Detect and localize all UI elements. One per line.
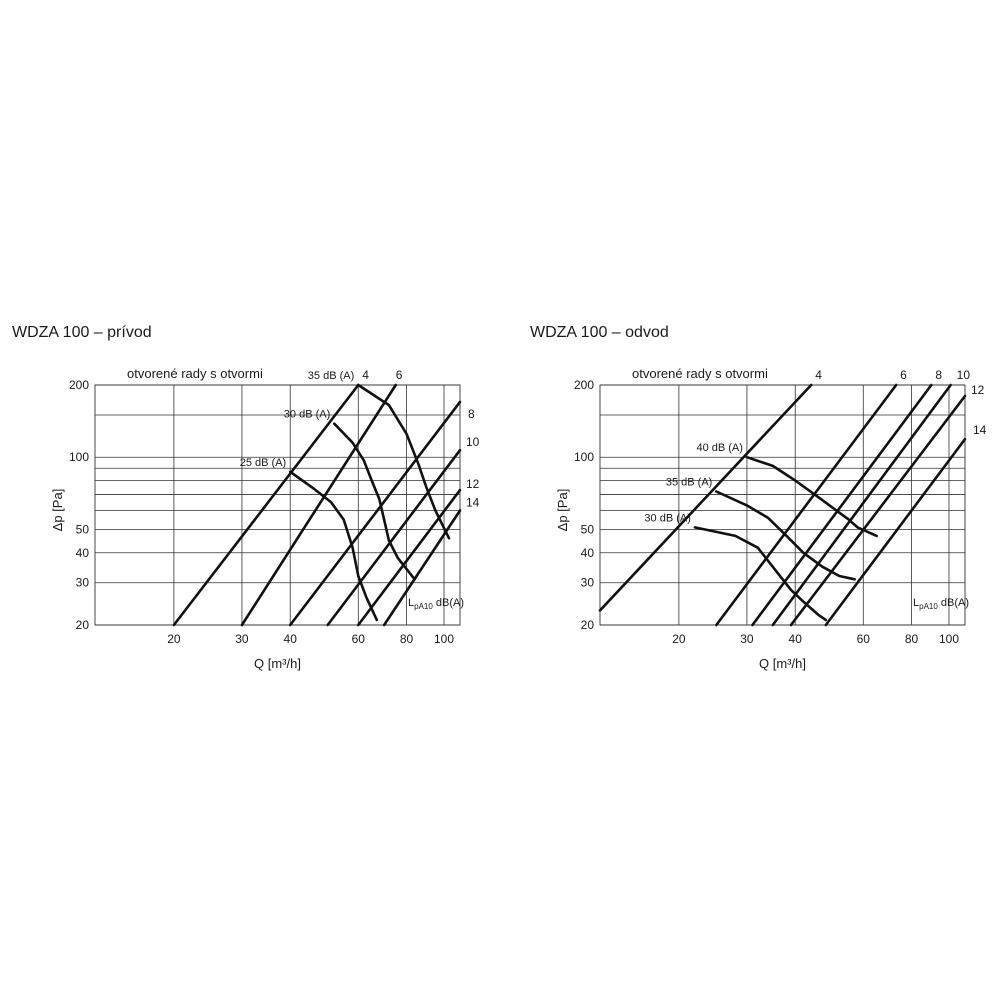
left-ytick-40: 40: [76, 546, 90, 560]
left-xtick-40: 40: [284, 632, 298, 646]
left-ytick-200: 200: [69, 378, 89, 392]
left-noise-label-1: 30 dB (A): [284, 409, 330, 421]
right-series-label-4: 4: [815, 368, 822, 382]
right-series-label-8: 8: [935, 368, 942, 382]
left-ytick-20: 20: [76, 618, 90, 632]
left-xtick-30: 30: [235, 632, 249, 646]
left-series-label-4: 4: [362, 368, 369, 382]
left-series-label-6: 6: [396, 368, 403, 382]
left-noise-curve-1: [333, 422, 416, 581]
right-xtick-30: 30: [740, 632, 754, 646]
left-series-line-4: [172, 383, 360, 627]
left-xtick-60: 60: [352, 632, 366, 646]
right-series-line-10: [771, 383, 952, 627]
left-xtick-80: 80: [400, 632, 414, 646]
left-noise-label-0: 35 dB (A): [308, 370, 354, 382]
chart-title-right: WDZA 100 – odvod: [530, 324, 669, 341]
left-series-label-12: 12: [466, 477, 480, 491]
left-series-label-10: 10: [466, 435, 480, 449]
left-ytick-50: 50: [76, 522, 90, 536]
right-series-label-6: 6: [900, 368, 907, 382]
right-xtick-100: 100: [939, 632, 959, 646]
left-subtitle: otvorené rady s otvormi: [127, 366, 263, 381]
left-series-line-14: [382, 509, 462, 627]
right-series-label-14: 14: [973, 423, 987, 437]
left-xtick-20: 20: [167, 632, 181, 646]
right-xtick-20: 20: [672, 632, 686, 646]
right-series-line-6: [715, 383, 898, 627]
left-series-line-8: [288, 400, 462, 627]
right-noise-label-0: 40 dB (A): [696, 442, 742, 454]
left-ylabel: Δp [Pa]: [50, 489, 65, 532]
right-ytick-30: 30: [581, 576, 595, 590]
right-ylabel: Δp [Pa]: [555, 489, 570, 532]
right-subtitle: otvorené rady s otvormi: [632, 366, 768, 381]
left-series-line-6: [240, 383, 398, 627]
right-series-line-14: [824, 437, 967, 627]
left-xtick-100: 100: [434, 632, 454, 646]
left-series-label-8: 8: [468, 407, 475, 421]
right-noise-label-2: 30 dB (A): [644, 512, 690, 524]
right-ytick-20: 20: [581, 618, 595, 632]
left-noise-curve-0: [357, 383, 451, 540]
right-plot-frame: [599, 384, 966, 626]
left-plot-frame: [94, 384, 461, 626]
chart-title-left: WDZA 100 – prívod: [12, 324, 152, 341]
right-ytick-200: 200: [574, 378, 594, 392]
right-noise-curve-2: [693, 526, 828, 622]
right-ytick-40: 40: [581, 546, 595, 560]
right-series-line-12: [789, 394, 967, 627]
right-xlabel: Q [m³/h]: [759, 656, 806, 671]
right-xtick-60: 60: [857, 632, 871, 646]
right-series-line-8: [751, 383, 933, 627]
right-xtick-80: 80: [905, 632, 919, 646]
right-noise-label-1: 35 dB (A): [666, 476, 712, 488]
right-noise-curve-0: [745, 455, 878, 538]
left-series-label-14: 14: [466, 495, 480, 509]
right-series-line-4: [598, 383, 813, 612]
left-ytick-30: 30: [76, 576, 90, 590]
left-ytick-100: 100: [69, 450, 89, 464]
left-noise-curve-2: [288, 470, 379, 622]
right-lpa-note: LpA10 dB(A): [913, 597, 969, 611]
right-noise-curve-1: [715, 490, 856, 581]
right-xtick-40: 40: [789, 632, 803, 646]
left-series-line-12: [356, 488, 462, 627]
left-xlabel: Q [m³/h]: [254, 656, 301, 671]
left-noise-label-2: 25 dB (A): [240, 457, 286, 469]
right-ytick-50: 50: [581, 522, 595, 536]
left-lpa-note: LpA10 dB(A): [408, 597, 464, 611]
right-ytick-100: 100: [574, 450, 594, 464]
right-series-label-12: 12: [971, 383, 985, 397]
left-series-line-10: [326, 448, 462, 627]
right-series-label-10: 10: [957, 368, 971, 382]
